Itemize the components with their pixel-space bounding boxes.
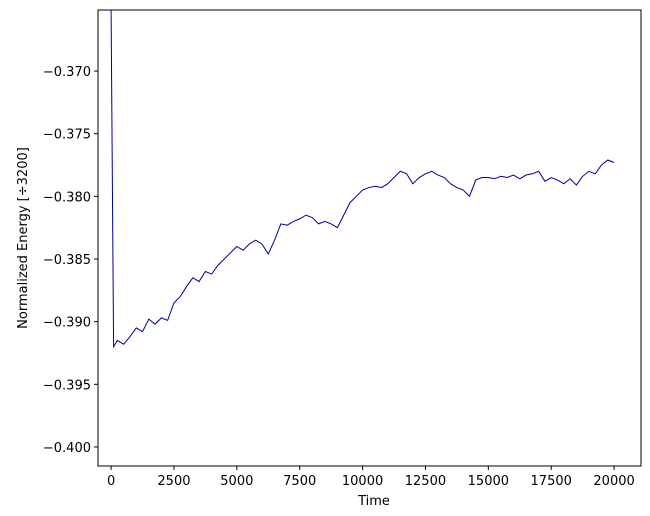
x-tick-label: 0 [107,474,115,489]
y-tick-label: −0.395 [43,378,91,393]
x-tick-label: 20000 [593,474,634,489]
x-axis-label: Time [357,494,390,509]
y-tick-label: −0.400 [43,441,91,456]
data-line [110,10,615,349]
x-tick-label: 7500 [283,474,316,489]
y-tick-label: −0.380 [43,190,91,205]
x-tick-label: 10000 [342,474,383,489]
y-tick-label: −0.390 [43,316,91,331]
y-tick-label: −0.370 [43,65,91,80]
x-tick-label: 17500 [531,474,572,489]
x-tick-label: 15000 [468,474,509,489]
x-tick-label: 12500 [405,474,446,489]
x-tick-label: 2500 [157,474,190,489]
y-tick-label: −0.385 [43,253,91,268]
plot-frame [97,9,642,467]
y-axis-label: Normalized Energy [÷3200] [16,147,31,329]
x-tick-label: 5000 [220,474,253,489]
y-tick-label: −0.375 [43,128,91,143]
